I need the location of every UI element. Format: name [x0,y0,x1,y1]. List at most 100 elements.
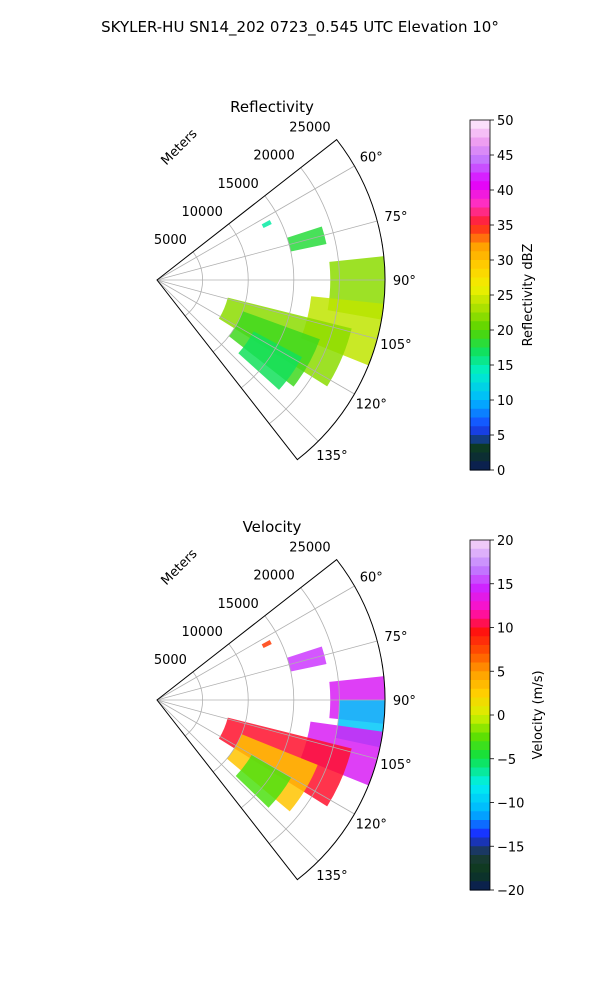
range-tick-label: 20000 [253,149,294,164]
azimuth-spoke-3 [156,699,378,760]
colorbar-segment [470,837,490,847]
colorbar-segment [470,321,490,331]
colorbar-segment [470,356,490,366]
colorbar-tick-label: 45 [497,149,514,164]
azimuth-tick-label: 90° [393,694,416,709]
azimuth-spoke-0 [156,585,355,701]
colorbar-segment [470,128,490,139]
colorbar-segment [470,540,490,550]
colorbar-segment [470,785,490,795]
colorbar-segment [470,435,490,445]
velocity-grid [156,558,386,881]
colorbar-tick-label: 0 [497,709,505,724]
range-tick-label: 15000 [217,177,258,192]
colorbar-segment [470,286,490,296]
colorbar-segment [470,863,490,874]
colorbar-segment [470,548,490,559]
range-tick-label: 10000 [182,205,223,220]
colorbar-segment [470,277,490,287]
colorbar-tick-label: 25 [497,289,514,304]
velocity-echo-layer [218,640,386,812]
colorbar-segment [470,216,490,226]
colorbar-segment [470,268,490,279]
velocity-colorbar-label: Velocity (m/s) [531,670,546,759]
colorbar-tick-label: −20 [497,884,524,899]
colorbar-segment [470,846,490,856]
range-tick-label: 25000 [289,541,330,556]
colorbar-segment [470,330,490,340]
echo-region-1 [261,640,272,649]
colorbar-segment [470,706,490,716]
colorbar-segment [470,811,490,821]
colorbar-segment [470,601,490,611]
colorbar-tick-label: 20 [497,324,514,339]
colorbar-tick-label: 10 [497,622,514,637]
colorbar-segment [470,120,490,130]
colorbar-segment [470,426,490,436]
azimuth-tick-label: 60° [360,150,383,165]
velocity-range-axis-label: Meters [159,546,201,588]
colorbar-tick-label: −10 [497,797,524,812]
reflectivity-grid [156,138,386,461]
reflectivity-echo-layer [218,220,385,390]
sector-frame [156,138,386,461]
colorbar-segment [470,172,490,182]
azimuth-tick-label: 105° [380,758,411,773]
echo-region-0 [287,226,327,252]
colorbar-segment [470,163,490,174]
colorbar-segment [470,400,490,410]
colorbar-segment [470,592,490,602]
azimuth-spoke-0 [156,165,355,281]
colorbar-segment [470,338,490,349]
echo-region-0 [287,646,327,672]
colorbar-segment [470,557,490,567]
azimuth-spoke-3 [156,279,378,340]
colorbar-segment [470,715,490,725]
colorbar-tick-label: 5 [497,665,505,680]
colorbar-segment [470,137,490,147]
colorbar-segment [470,855,490,865]
colorbar-segment [470,461,490,471]
colorbar-segment [470,207,490,217]
azimuth-spoke-4 [156,699,355,815]
colorbar-tick-label: 20 [497,534,514,549]
colorbar-segment [470,452,490,462]
range-tick-label: 5000 [154,653,187,668]
velocity-title: Velocity [243,518,302,536]
colorbar-segment [470,391,490,401]
azimuth-tick-label: 60° [360,570,383,585]
colorbar-tick-label: 15 [497,578,514,593]
sector-frame [156,558,386,881]
colorbar-segment [470,767,490,777]
velocity-azimuth-ticks: 60° 75° 90° 105° 120° 135° [316,570,416,884]
colorbar-segment [470,653,490,664]
colorbar-tick-label: 35 [497,219,514,234]
colorbar-segment [470,198,490,209]
colorbar-segment [470,750,490,760]
colorbar-segment [470,190,490,200]
echo-region-7 [235,754,292,808]
azimuth-spoke-4 [156,279,355,395]
colorbar-segment [470,312,490,322]
range-tick-label: 25000 [289,121,330,136]
colorbar-segment [470,636,490,646]
reflectivity-panel: Reflectivity Meters 5000 10000 15000 20000 2… [154,98,536,479]
colorbar-tick-label: 50 [497,114,514,129]
range-ring-1 [212,223,249,353]
azimuth-tick-label: 135° [316,449,347,464]
colorbar-segment [470,155,490,165]
colorbar-segment [470,583,490,594]
azimuth-tick-label: 135° [316,869,347,884]
colorbar-segment [470,618,490,629]
colorbar-segment [470,645,490,655]
colorbar-segment [470,662,490,672]
colorbar-segment [470,741,490,751]
colorbar-segment [470,802,490,812]
colorbar-segment [470,251,490,261]
colorbar-tick-label: 15 [497,359,514,374]
reflectivity-range-axis-label: Meters [159,126,201,168]
azimuth-tick-label: 120° [356,818,387,833]
colorbar-segment [470,680,490,690]
velocity-range-ticks: 5000 10000 15000 20000 25000 [154,541,331,668]
